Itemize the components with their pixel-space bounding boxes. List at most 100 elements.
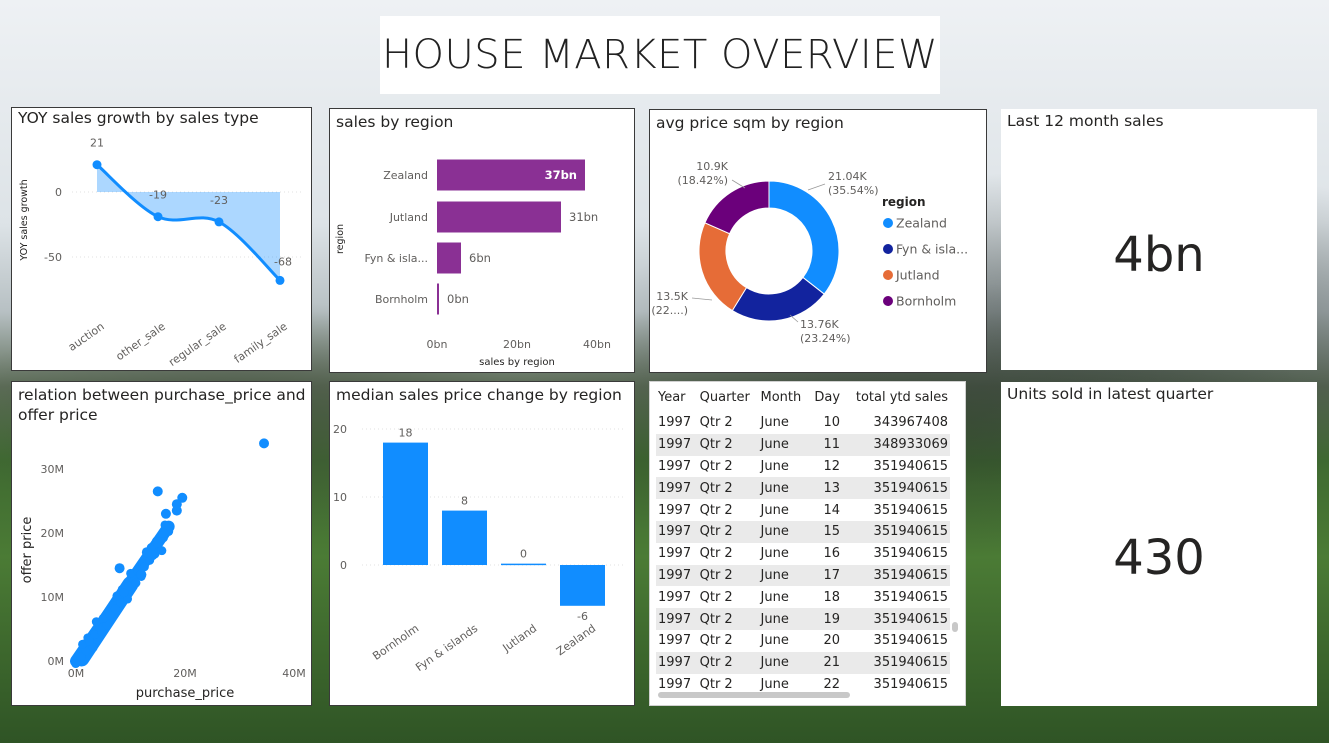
- area-fill: [97, 164, 280, 281]
- data-label: 8: [461, 495, 468, 508]
- table-cell: 1997: [656, 542, 698, 565]
- table-cell: 19: [808, 608, 843, 630]
- y-tick-label: 0M: [48, 655, 65, 668]
- table-cell: June: [758, 673, 809, 696]
- x-tick-label: regular_sale: [166, 320, 229, 369]
- card-title: Units sold in latest quarter: [1007, 385, 1214, 403]
- table-cell: 351940615: [842, 477, 950, 500]
- x-tick-label: other_sale: [113, 320, 167, 364]
- horizontal-scrollbar[interactable]: [658, 692, 850, 698]
- legend-marker: [883, 218, 893, 228]
- x-tick-label: 20bn: [503, 338, 531, 351]
- table-cell: 1997: [656, 499, 698, 521]
- table-row[interactable]: 1997 Qtr 2 June 17 351940615: [656, 564, 950, 587]
- leader-line: [731, 179, 746, 189]
- x-tick-label: 0bn: [427, 338, 448, 351]
- table-cell: Qtr 2: [697, 412, 759, 434]
- table-cell: Qtr 2: [697, 520, 759, 543]
- x-tick-label: 40bn: [583, 338, 611, 351]
- legend-item: Jutland: [895, 268, 940, 283]
- table-cell: Qtr 2: [697, 629, 759, 652]
- series-line: [96, 163, 282, 282]
- table-cell: 1997: [656, 673, 698, 696]
- table-cell: 10: [808, 412, 843, 434]
- chart-title: avg price sqm by region: [656, 114, 844, 132]
- table-header-row: Year Quarter Month Day total ytd sales: [656, 382, 950, 412]
- donut-chart-svg: 21.04K(35.54%) 13.76K(23.24%) 13.5K(22....…: [651, 160, 968, 345]
- table-cell: 14: [808, 499, 843, 521]
- purchase-vs-offer-scatter[interactable]: relation between purchase_price and offe…: [11, 381, 312, 706]
- table-cell: June: [758, 412, 809, 434]
- table-cell: 351940615: [842, 673, 950, 696]
- table-row[interactable]: 1997 Qtr 2 June 13 351940615: [656, 477, 950, 500]
- leader-line: [807, 183, 826, 191]
- col-header-quarter[interactable]: Quarter: [699, 389, 750, 405]
- table-row[interactable]: 1997 Qtr 2 June 20 351940615: [656, 629, 950, 652]
- table-cell: 1997: [656, 629, 698, 652]
- bar: [437, 201, 561, 233]
- data-point: [71, 659, 81, 669]
- data-point: [153, 212, 163, 222]
- table-cell: Qtr 2: [697, 673, 759, 696]
- y-category-label: Bornholm: [375, 293, 428, 306]
- data-label-value: 21.04K: [828, 170, 867, 183]
- data-table: Year Quarter Month Day total ytd sales 1…: [656, 382, 950, 696]
- table-cell: June: [758, 651, 809, 674]
- table-cell: Qtr 2: [697, 651, 759, 674]
- y-tick-label: 10: [333, 491, 347, 504]
- ytd-sales-table[interactable]: Year Quarter Month Day total ytd sales 1…: [649, 381, 966, 706]
- data-label: 0bn: [447, 292, 469, 306]
- table-row[interactable]: 1997 Qtr 2 June 18 351940615: [656, 586, 950, 609]
- yoy-sales-growth-chart[interactable]: YOY sales growth by sales type 0 -50 YOY s…: [11, 107, 312, 371]
- col-header-year[interactable]: Year: [658, 389, 686, 405]
- bar: [383, 442, 428, 565]
- table-row[interactable]: 1997 Qtr 2 June 15 351940615: [656, 520, 950, 543]
- col-header-total-ytd-sales[interactable]: total ytd sales: [855, 389, 948, 405]
- table-row[interactable]: 1997 Qtr 2 June 14 351940615: [656, 499, 950, 521]
- table-cell: June: [758, 564, 809, 587]
- table-row[interactable]: 1997 Qtr 2 June 16 351940615: [656, 542, 950, 565]
- table-cell: 1997: [656, 651, 698, 674]
- table-cell: 1997: [656, 433, 698, 456]
- units-sold-latest-quarter-card[interactable]: Units sold in latest quarter 430: [1001, 382, 1317, 706]
- col-header-month[interactable]: Month: [760, 389, 802, 405]
- legend-title: region: [882, 195, 926, 209]
- table-row[interactable]: 1997 Qtr 2 June 10 343967408: [656, 412, 950, 434]
- chart-title: relation between purchase_price and offe…: [18, 385, 306, 425]
- data-point: [91, 617, 101, 627]
- avg-price-sqm-chart[interactable]: avg price sqm by region 21.04K (35.54%) 13…: [649, 109, 987, 373]
- col-header-day[interactable]: Day: [814, 389, 841, 405]
- table-row[interactable]: 1997 Qtr 2 June 19 351940615: [656, 608, 950, 630]
- y-tick-label: 0: [55, 186, 62, 199]
- data-point: [78, 639, 88, 649]
- table-cell: 351940615: [842, 520, 950, 543]
- data-point: [160, 520, 170, 530]
- table-cell: 21: [808, 651, 843, 674]
- data-point: [139, 562, 149, 572]
- y-tick-label: 20: [333, 423, 347, 436]
- data-label-value: 13.76K: [800, 318, 839, 331]
- table-row[interactable]: 1997 Qtr 2 June 12 351940615: [656, 455, 950, 478]
- table-row[interactable]: 1997 Qtr 2 June 22 351940615: [656, 673, 950, 696]
- data-point: [124, 581, 134, 591]
- data-point: [141, 547, 152, 558]
- table-cell: June: [758, 499, 809, 521]
- last-12-month-sales-card[interactable]: Last 12 month sales 4bn: [1001, 109, 1317, 370]
- sales-by-region-chart[interactable]: sales by region Zealand 37bn Jutland 31bn Fy…: [329, 108, 635, 373]
- chart-title-line2: offer price: [18, 406, 98, 424]
- data-point: [119, 588, 129, 598]
- table-cell: 351940615: [842, 608, 950, 630]
- chart-title: median sales price change by region: [336, 386, 622, 404]
- table-row[interactable]: 1997 Qtr 2 June 21 351940615: [656, 651, 950, 674]
- median-price-change-chart[interactable]: median sales price change by region 20 10…: [329, 381, 635, 706]
- table-scroll-area[interactable]: Year Quarter Month Day total ytd sales 1…: [656, 382, 956, 696]
- data-label: -68: [274, 255, 292, 268]
- data-point: [131, 578, 141, 588]
- data-point: [158, 528, 169, 538]
- yoy-chart-svg: 0 -50 YOY sales growth 21 -19 -23 -68 auction ot…: [19, 137, 302, 369]
- table-row[interactable]: 1997 Qtr 2 June 11 348933069: [656, 433, 950, 456]
- chart-title: sales by region: [336, 113, 454, 131]
- vertical-scrollbar[interactable]: [952, 622, 958, 632]
- pie-slice: [731, 276, 825, 322]
- pie-slice: [698, 222, 748, 312]
